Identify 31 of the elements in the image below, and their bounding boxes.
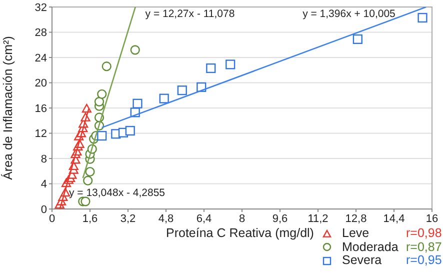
x-tick-label: 0 [48, 212, 56, 225]
x-tick-label: 8 [238, 212, 246, 225]
text: r=0,98 [406, 226, 442, 240]
y-tick-label: 8 [40, 153, 47, 166]
annotation: y = 1,396x + 10,005 [302, 8, 396, 20]
x-tick-label: 11,2 [308, 212, 328, 225]
text: r=0,95 [406, 253, 442, 268]
legend-label: Leve [342, 226, 370, 240]
y-axis-title: Área de Inflamación (cm²) [1, 36, 15, 180]
legend-label: Severa [342, 253, 383, 268]
y-tick-label: 4 [40, 178, 47, 191]
x-tick-label: 12,8 [345, 212, 367, 225]
y-tick-label: 16 [34, 102, 47, 115]
y-tick-label: 20 [34, 78, 47, 90]
legend-label: Moderada [342, 240, 400, 254]
x-tick-label: 16 [426, 212, 438, 225]
y-tick-label: 28 [34, 27, 47, 40]
x-tick-label: 1,6 [82, 212, 98, 225]
y-tick-label: 24 [34, 52, 47, 64]
y-tick-label: 32 [34, 2, 47, 14]
x-axis-title: Proteína C Reativa (mg/dl) [165, 226, 315, 240]
x-tick-label: 9,6 [272, 212, 288, 225]
annotation: y = 12,27x - 11,078 [145, 8, 235, 20]
x-tick-label: 3,2 [120, 212, 136, 225]
x-tick-label: 4,8 [158, 212, 174, 225]
text: r=0,87 [406, 240, 442, 254]
x-tick-label: 6,4 [196, 212, 212, 225]
annotation: y = 13,048x - 4,2855 [68, 186, 166, 199]
x-tick-label: 14,4 [383, 212, 405, 225]
y-tick-label: 0 [40, 204, 47, 216]
y-tick-label: 12 [34, 128, 47, 140]
